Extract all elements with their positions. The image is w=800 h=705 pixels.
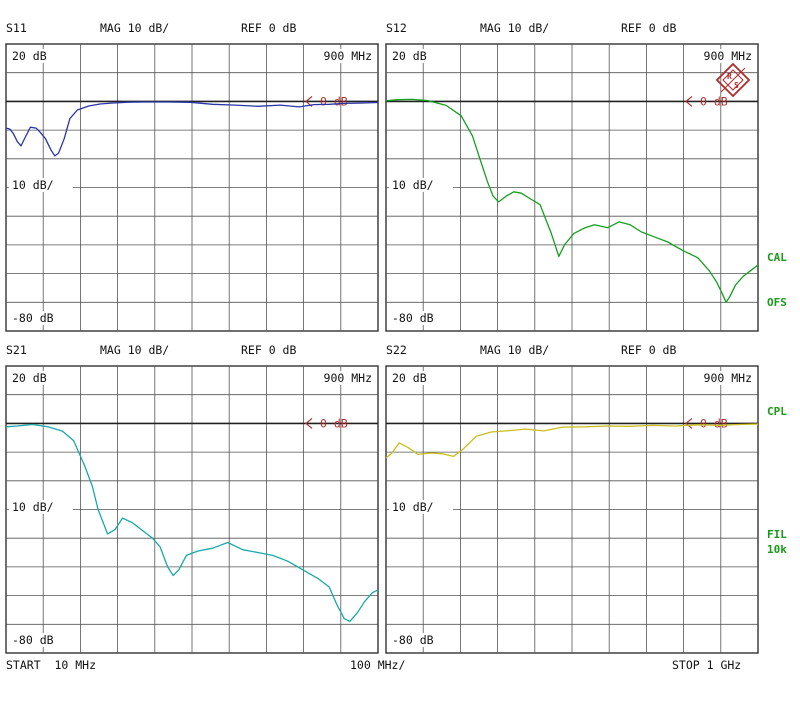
bottom-scale-label: -80 dB: [12, 311, 54, 325]
diagram-s11: S11 MAG 10 dB/REF 0 dB 20 dB 900 MHz 10 dB/ -…: [5, 21, 379, 332]
side-label-cal: CAL: [767, 251, 787, 264]
bottom-scale-label: -80 dB: [12, 633, 54, 647]
ref-level-label: REF 0 dB: [241, 21, 296, 35]
side-label-fil: FIL: [767, 528, 787, 541]
trace-s22: [385, 423, 759, 459]
top-scale-label: 20 dB: [12, 49, 47, 63]
scale-label: MAG 10 dB/: [100, 343, 169, 357]
diagram-s22: S22 MAG 10 dB/REF 0 dB 20 dB 900 MHz 10 dB/ -…: [385, 343, 759, 654]
diagram-s21: S21 MAG 10 dB/REF 0 dB 20 dB 900 MHz 10 dB/ -…: [5, 343, 379, 654]
bottom-scale-label: -80 dB: [392, 311, 434, 325]
side-label-ofs: OFS: [767, 296, 787, 309]
marker-frequency-label: 900 MHz: [324, 371, 372, 385]
ref-marker-arrow-icon: [305, 417, 313, 429]
diagram-title: S22: [386, 343, 407, 357]
svg-text:S: S: [734, 81, 739, 90]
footer-div: 100 MHz/: [350, 658, 405, 672]
ref-marker-label: 0 dB: [700, 416, 728, 430]
rs-logo: RS: [715, 62, 751, 98]
marker-frequency-label: 900 MHz: [324, 49, 372, 63]
side-label-10k: 10k: [767, 543, 787, 556]
ref-marker-label: 0 dB: [320, 416, 348, 430]
scale-division-label: 10 dB/: [12, 178, 54, 192]
top-scale-label: 20 dB: [12, 371, 47, 385]
footer-start: START 10 MHz: [6, 658, 96, 672]
diagram-title: S21: [6, 343, 27, 357]
trace-s21: [5, 423, 379, 623]
ref-marker-label: 0 dB: [700, 94, 728, 108]
diagram-title: S11: [6, 21, 27, 35]
ref-marker-label: 0 dB: [320, 94, 348, 108]
trace-s11: [5, 101, 379, 157]
trace-s12: [385, 98, 759, 303]
side-label-cpl: CPL: [767, 405, 787, 418]
ref-level-label: REF 0 dB: [241, 343, 296, 357]
marker-frequency-label: 900 MHz: [704, 49, 752, 63]
ref-marker-arrow-icon: [685, 95, 693, 107]
top-scale-label: 20 dB: [392, 49, 427, 63]
ref-marker-arrow-icon: [685, 417, 693, 429]
bottom-scale-label: -80 dB: [392, 633, 434, 647]
diagram-s12: S12 MAG 10 dB/REF 0 dB 20 dB 900 MHz 10 dB/ -…: [385, 21, 759, 332]
scale-division-label: 10 dB/: [12, 500, 54, 514]
top-scale-label: 20 dB: [392, 371, 427, 385]
diagram-title: S12: [386, 21, 407, 35]
scale-division-label: 10 dB/: [392, 178, 434, 192]
scale-label: MAG 10 dB/: [100, 21, 169, 35]
footer-stop: STOP 1 GHz: [672, 658, 741, 672]
ref-level-label: REF 0 dB: [621, 21, 676, 35]
ref-level-label: REF 0 dB: [621, 343, 676, 357]
svg-text:R: R: [727, 72, 732, 81]
marker-frequency-label: 900 MHz: [704, 371, 752, 385]
scale-label: MAG 10 dB/: [480, 21, 549, 35]
scale-division-label: 10 dB/: [392, 500, 434, 514]
scale-label: MAG 10 dB/: [480, 343, 549, 357]
